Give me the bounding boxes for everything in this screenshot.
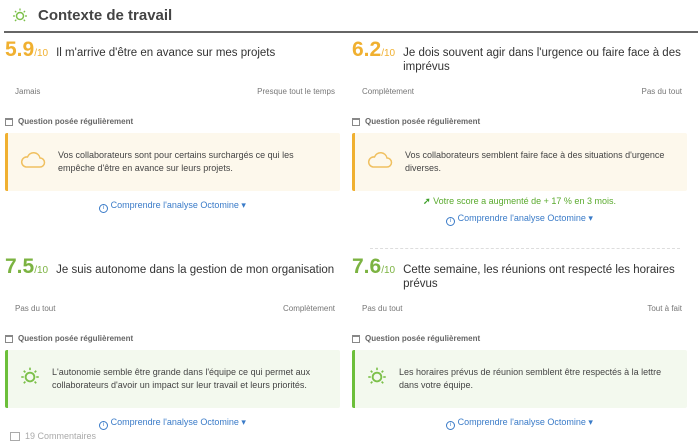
info-icon: i: [446, 421, 456, 430]
question-text: Cette semaine, les réunions ont respecté…: [403, 264, 675, 290]
frequency-label: Question posée régulièrement: [352, 117, 480, 126]
frequency-label: Question posée régulièrement: [352, 334, 480, 343]
trend-text: ➚ Votre score a augmenté de + 17 % en 3 …: [423, 196, 616, 206]
scale-min: Pas du tout: [362, 304, 403, 313]
score-denominator: /10: [381, 265, 396, 276]
scale-labels: Pas du tout Tout à fait: [352, 304, 692, 313]
score-denominator: /10: [34, 48, 49, 59]
question-text: Je suis autonome dans la gestion de mon …: [56, 264, 335, 276]
question-text: Il m'arrive d'être en avance sur mes pro…: [56, 47, 276, 59]
section-header: Contexte de travail: [4, 0, 698, 33]
scale-min: Pas du tout: [15, 304, 56, 313]
frequency-label: Question posée régulièrement: [5, 334, 133, 343]
calendar-icon: [352, 334, 360, 343]
caret-down-icon: ▾: [241, 417, 246, 427]
calendar-icon: [352, 117, 360, 126]
question-text: Je dois souvent agir dans l'urgence ou f…: [403, 47, 681, 73]
caret-down-icon: ▾: [588, 417, 593, 427]
score-denominator: /10: [34, 265, 49, 276]
scale-labels: Pas du tout Complètement: [5, 304, 345, 313]
analysis-message: Les horaires prévus de réunion semblent …: [399, 367, 662, 390]
caret-down-icon: ▾: [241, 200, 246, 210]
caret-down-icon: ▾: [588, 213, 593, 223]
analysis-box: Vos collaborateurs semblent faire face à…: [352, 133, 687, 191]
understand-analysis-link[interactable]: i Comprendre l'analyse Octomine ▾: [352, 213, 687, 226]
divider: [370, 248, 680, 249]
calendar-icon: [5, 334, 13, 343]
info-icon: i: [99, 204, 109, 213]
understand-analysis-link[interactable]: i Comprendre l'analyse Octomine ▾: [352, 417, 687, 430]
analysis-box: L'autonomie semble être grande dans l'éq…: [5, 350, 340, 408]
scale-max: Complètement: [282, 304, 335, 313]
analysis-message: L'autonomie semble être grande dans l'éq…: [52, 367, 311, 390]
cloud-icon: [367, 151, 393, 168]
scale-max: Tout à fait: [647, 304, 682, 313]
analysis-message: Vos collaborateurs sont pour certains su…: [58, 150, 294, 173]
scale-min: Complètement: [362, 87, 415, 96]
scale-labels: Jamais Presque tout le temps: [5, 87, 345, 96]
score-value: 6.2: [352, 38, 382, 61]
scale-max: Presque tout le temps: [257, 87, 335, 96]
info-icon: i: [446, 217, 456, 226]
sun-icon: [13, 8, 27, 21]
scale-min: Jamais: [15, 87, 41, 96]
score-value: 7.5: [5, 255, 35, 278]
analysis-message: Vos collaborateurs semblent faire face à…: [405, 150, 665, 173]
sun-icon: [368, 367, 386, 384]
understand-analysis-link[interactable]: i Comprendre l'analyse Octomine ▾: [5, 200, 340, 213]
analysis-box: Vos collaborateurs sont pour certains su…: [5, 133, 340, 191]
cloud-icon: [20, 151, 46, 168]
analysis-box: Les horaires prévus de réunion semblent …: [352, 350, 687, 408]
trend-up-icon: ➚: [423, 196, 431, 206]
sun-icon: [21, 367, 39, 384]
understand-analysis-link[interactable]: i Comprendre l'analyse Octomine ▾: [5, 417, 340, 430]
scale-labels: Complètement Pas du tout: [352, 87, 692, 96]
scale-max: Pas du tout: [641, 87, 682, 96]
calendar-icon: [5, 117, 13, 126]
comment-icon: [10, 431, 20, 441]
score-value: 7.6: [352, 255, 382, 278]
frequency-label: Question posée régulièrement: [5, 117, 133, 126]
score-value: 5.9: [5, 38, 35, 61]
info-icon: i: [99, 421, 109, 430]
section-title: Contexte de travail: [38, 7, 173, 24]
score-denominator: /10: [381, 48, 396, 59]
